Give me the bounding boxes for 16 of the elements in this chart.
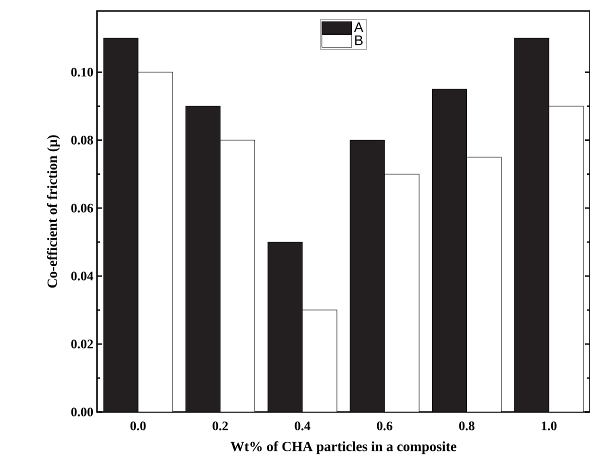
- y-tick-label: 0.08: [71, 136, 94, 145]
- x-tick-label: 0.2: [212, 422, 228, 430]
- legend-label: A: [354, 22, 364, 32]
- y-tick-label: 0.04: [71, 272, 94, 280]
- x-axis-title: Wt% of CHA particles in a composite: [230, 441, 456, 454]
- x-tick-label: 1.0: [542, 422, 557, 430]
- y-tick-label: 0.06: [71, 204, 94, 213]
- y-tick-label: 0.02: [71, 340, 93, 348]
- x-tick-label: 0.0: [130, 422, 146, 430]
- x-tick-label: 0.4: [294, 422, 310, 430]
- y-tick-label: 0.00: [71, 408, 93, 416]
- legend-label: B: [355, 35, 363, 46]
- x-tick-label: 0.6: [376, 422, 392, 430]
- x-tick-label: 0.8: [459, 422, 474, 430]
- y-tick-label: 0.10: [71, 68, 93, 77]
- y-axis-title: Co-efficient of friction (μ): [47, 135, 60, 288]
